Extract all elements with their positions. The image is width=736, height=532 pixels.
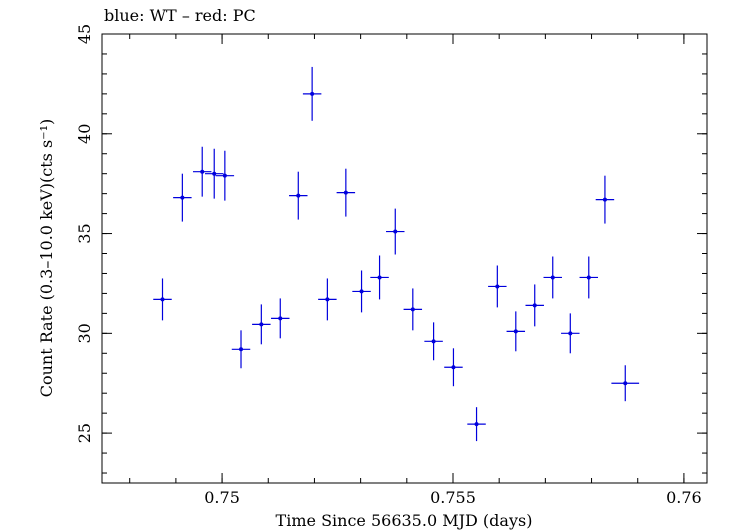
data-marker xyxy=(222,173,227,178)
data-point xyxy=(543,256,562,299)
data-point xyxy=(173,173,192,222)
data-marker xyxy=(296,193,301,198)
data-point xyxy=(271,298,290,339)
data-marker xyxy=(550,275,555,280)
data-marker xyxy=(325,297,330,302)
data-point xyxy=(579,256,599,299)
data-points xyxy=(153,66,640,442)
axis-ticks xyxy=(102,33,707,483)
data-point xyxy=(525,284,544,327)
data-marker xyxy=(359,289,364,294)
data-point xyxy=(595,175,615,224)
data-point xyxy=(467,407,486,442)
tick-labels: 0.75 0.755 0.76 25 30 35 40 45 xyxy=(75,24,702,507)
data-point xyxy=(215,150,235,201)
y-tick-label: 30 xyxy=(75,323,94,343)
data-marker xyxy=(259,322,264,327)
data-marker xyxy=(568,331,573,336)
data-marker xyxy=(377,275,382,280)
data-point xyxy=(488,265,507,308)
data-point xyxy=(204,148,224,199)
data-marker xyxy=(513,329,518,334)
data-point xyxy=(153,278,172,321)
data-point xyxy=(336,168,356,217)
data-marker xyxy=(495,284,500,289)
data-point xyxy=(231,330,251,369)
data-point xyxy=(403,288,423,331)
data-point xyxy=(386,208,405,255)
plot-frame xyxy=(101,33,708,484)
data-point xyxy=(444,348,463,387)
data-marker xyxy=(310,91,315,96)
data-marker xyxy=(532,303,537,308)
data-marker xyxy=(278,316,283,321)
x-tick-label: 0.75 xyxy=(204,488,240,507)
data-point xyxy=(424,322,443,361)
x-tick-label: 0.76 xyxy=(666,488,702,507)
data-point xyxy=(318,278,337,321)
y-tick-label: 25 xyxy=(75,423,94,443)
data-marker xyxy=(451,365,456,370)
chart-title: blue: WT – red: PC xyxy=(104,6,256,25)
data-marker xyxy=(393,229,398,234)
data-marker xyxy=(431,339,436,344)
data-marker xyxy=(180,195,185,200)
y-tick-label: 35 xyxy=(75,223,94,243)
data-marker xyxy=(200,169,205,174)
x-axis-label: Time Since 56635.0 MJD (days) xyxy=(276,511,533,530)
data-point xyxy=(611,365,640,402)
data-point xyxy=(302,66,322,121)
data-point xyxy=(506,311,526,352)
data-marker xyxy=(410,307,415,312)
data-marker xyxy=(239,347,244,352)
data-marker xyxy=(474,422,479,427)
data-marker xyxy=(586,275,591,280)
data-point xyxy=(192,146,212,197)
data-marker xyxy=(343,190,348,195)
data-point xyxy=(352,270,371,313)
data-marker xyxy=(602,197,607,202)
x-tick-label: 0.755 xyxy=(430,488,476,507)
y-axis-label: Count Rate (0.3–10.0 keV)(cts s⁻¹) xyxy=(37,119,56,398)
data-marker xyxy=(623,381,628,386)
y-tick-label: 45 xyxy=(75,24,94,44)
data-point xyxy=(252,304,271,345)
data-marker xyxy=(212,171,217,176)
data-point xyxy=(561,313,580,354)
data-point xyxy=(289,171,308,220)
y-tick-label: 40 xyxy=(75,124,94,144)
data-point xyxy=(370,255,389,300)
data-marker xyxy=(160,297,165,302)
